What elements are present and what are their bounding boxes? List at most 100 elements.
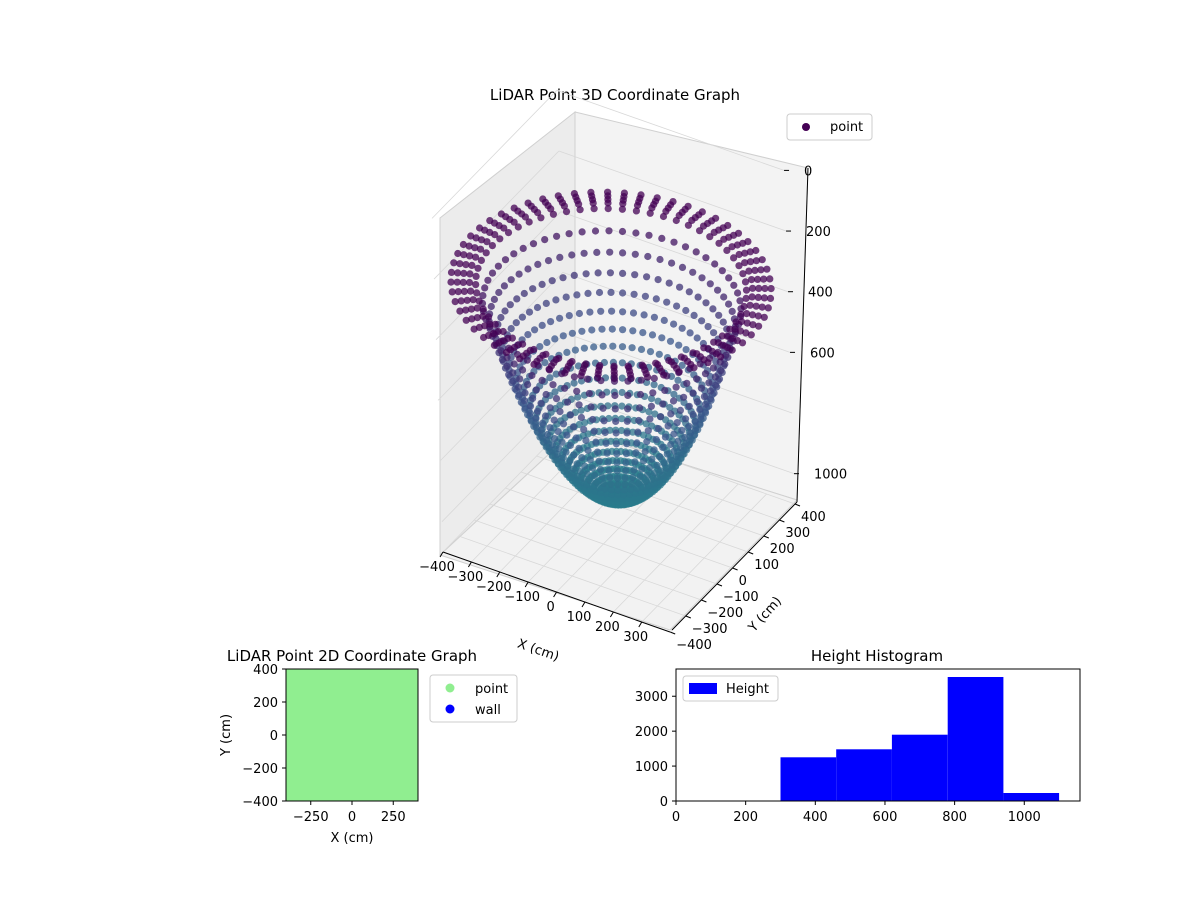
data-point [585, 389, 593, 398]
ticks-3d: −400−300−200−1000100200300−400−300−200−1… [419, 164, 847, 653]
data-point [631, 458, 639, 466]
data-point [730, 254, 738, 262]
data-point [737, 310, 745, 318]
data-point [678, 426, 686, 434]
chart-histogram: Height Histogram 0 200 400 600 800 1000 0 1000 2… [635, 647, 1081, 825]
data-point [565, 230, 573, 238]
data-point [692, 248, 700, 256]
data-point [552, 370, 560, 378]
data-point [555, 445, 563, 453]
data-point [599, 404, 607, 412]
data-point [618, 402, 626, 410]
data-point [719, 318, 727, 326]
x-tick-label-hist: 1000 [1008, 810, 1041, 825]
data-point [460, 251, 468, 259]
data-point [588, 464, 597, 472]
data-point [462, 316, 470, 324]
point-cloud [447, 188, 775, 509]
data-point [622, 467, 630, 475]
data-point [748, 311, 757, 319]
data-point [637, 376, 645, 384]
x-tick-mark [467, 561, 472, 568]
data-point [752, 302, 760, 310]
data-point [666, 456, 675, 464]
data-point [711, 260, 719, 268]
data-point [529, 240, 538, 248]
data-point [576, 206, 584, 214]
data-point [447, 278, 455, 286]
data-point [468, 261, 476, 269]
data-point [537, 214, 545, 222]
legend-3d: point [786, 113, 873, 141]
data-point [453, 278, 461, 286]
data-point [687, 429, 695, 437]
data-point [510, 360, 518, 368]
data-point [660, 316, 668, 324]
data-point [580, 249, 588, 257]
data-point [600, 479, 608, 487]
data-point [606, 269, 615, 277]
data-point [534, 407, 542, 415]
data-point [577, 406, 585, 414]
x-tick-label: 200 [595, 620, 620, 635]
data-point [624, 405, 632, 413]
x-tick-label: 300 [623, 630, 648, 645]
data-point [543, 430, 552, 439]
data-point [485, 313, 493, 321]
data-point [694, 293, 702, 301]
data-point [647, 402, 656, 410]
y-tick-mark [716, 583, 723, 587]
x-tick-label-2d: 0 [348, 810, 356, 825]
data-point [736, 297, 744, 305]
data-point [655, 350, 663, 358]
data-point [682, 415, 690, 423]
data-point [519, 366, 527, 374]
x-tick-label-hist: 800 [942, 810, 967, 825]
data-point [692, 424, 700, 432]
data-point [657, 413, 665, 421]
data-point [518, 313, 527, 321]
grid-line [505, 487, 733, 569]
data-point [741, 249, 749, 257]
data-point [631, 250, 639, 258]
data-point [630, 290, 638, 298]
data-point [650, 469, 658, 477]
data-point [735, 250, 743, 259]
histogram-bar [836, 749, 892, 801]
x-tick-label-hist: 400 [803, 810, 828, 825]
z-tick-label: 400 [808, 286, 833, 301]
data-point [698, 317, 706, 325]
data-point [663, 450, 671, 458]
data-point [602, 439, 610, 447]
data-point [746, 258, 755, 266]
data-point [685, 422, 693, 430]
data-point [654, 425, 663, 433]
data-point [550, 416, 558, 424]
grid-line [520, 471, 749, 553]
chart-2d: LiDAR Point 2D Coordinate Graph −250 0 250… [219, 647, 518, 846]
y-tick-label: 400 [801, 510, 826, 525]
data-point [467, 232, 475, 240]
data-point [454, 249, 462, 258]
legend-3d-box [786, 113, 873, 141]
y-tick-mark [748, 551, 754, 555]
data-point [541, 412, 550, 420]
data-point [741, 278, 750, 286]
data-point [542, 390, 550, 399]
data-point [515, 391, 523, 399]
data-point [564, 398, 572, 406]
data-point [736, 327, 745, 335]
data-point [575, 309, 584, 318]
histogram-bar [780, 757, 837, 801]
data-point [512, 319, 520, 327]
data-point [730, 281, 738, 289]
data-point [689, 410, 697, 419]
z-tick-label: 200 [806, 225, 831, 240]
data-point [755, 322, 763, 330]
data-point [469, 296, 477, 304]
grid-line [556, 90, 785, 171]
data-point [636, 390, 645, 399]
data-point [696, 227, 704, 235]
legend-2d-point-label: point [475, 682, 508, 697]
